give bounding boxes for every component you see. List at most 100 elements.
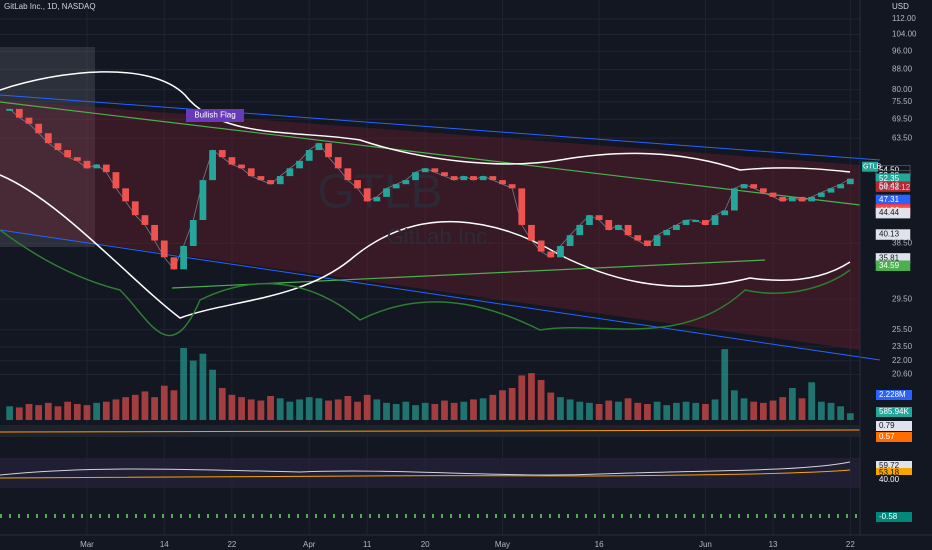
candle bbox=[721, 210, 729, 216]
candle bbox=[112, 172, 120, 189]
volume-bar bbox=[827, 402, 835, 420]
candle bbox=[615, 224, 622, 231]
candle bbox=[354, 180, 361, 189]
volume-bar bbox=[344, 396, 352, 420]
x-tick-label: Mar bbox=[80, 540, 94, 549]
candle bbox=[296, 160, 303, 169]
volume-bar bbox=[209, 369, 216, 420]
candle bbox=[383, 188, 390, 197]
volume-bar bbox=[702, 404, 709, 420]
indicator-tag-label: -0.58 bbox=[879, 512, 898, 521]
price-tag bbox=[875, 207, 911, 219]
volume-bar bbox=[441, 400, 448, 420]
volume-bar bbox=[605, 400, 613, 420]
volume-bar bbox=[615, 401, 622, 420]
indicator-tag bbox=[876, 407, 912, 417]
candle bbox=[73, 157, 81, 161]
y-tick-label: 25.50 bbox=[892, 325, 913, 334]
candle bbox=[44, 133, 52, 144]
volume-bar bbox=[663, 405, 671, 420]
candle bbox=[479, 176, 487, 181]
candle bbox=[170, 257, 178, 270]
channel-top bbox=[0, 94, 881, 161]
indicator-tag bbox=[876, 461, 912, 471]
volume-bar bbox=[711, 399, 719, 420]
volume-bar bbox=[634, 402, 642, 420]
candle bbox=[518, 188, 526, 225]
volume-bar bbox=[392, 404, 400, 420]
volume-bar bbox=[431, 404, 439, 420]
volume-bar bbox=[673, 402, 680, 420]
watermark-ticker: GTLB bbox=[317, 166, 442, 219]
candle bbox=[692, 220, 700, 223]
volume-bar bbox=[131, 394, 139, 420]
watermark-name: GitLab Inc. bbox=[387, 224, 493, 249]
ticker-tag bbox=[862, 161, 878, 172]
candle bbox=[325, 143, 332, 158]
volume-bar bbox=[267, 396, 274, 420]
candle bbox=[489, 176, 497, 181]
y-tick-label: 38.50 bbox=[892, 238, 913, 247]
volume-bar bbox=[412, 405, 419, 420]
candle bbox=[576, 224, 584, 236]
indicator-tag-label: 0.57 bbox=[879, 432, 895, 441]
candle bbox=[605, 220, 613, 231]
volume-bar bbox=[180, 348, 187, 420]
y-tick-label: 63.50 bbox=[892, 133, 913, 142]
currency: USD bbox=[892, 2, 909, 11]
volume-bar bbox=[779, 397, 787, 420]
price-tag-label: 52.35 bbox=[879, 174, 900, 183]
volume-bar bbox=[450, 402, 458, 420]
x-tick-label: 20 bbox=[421, 540, 430, 549]
volume-bar bbox=[25, 404, 33, 420]
y-tick-label: 96.00 bbox=[892, 46, 913, 55]
volume-bar bbox=[228, 394, 236, 420]
candle bbox=[769, 192, 777, 197]
annotation-box bbox=[186, 109, 244, 122]
volume-bar bbox=[508, 388, 516, 420]
volume-bar bbox=[334, 399, 342, 420]
volume-bar bbox=[624, 398, 632, 420]
volume-bar bbox=[112, 399, 120, 420]
volume-bar bbox=[759, 402, 767, 420]
candle bbox=[180, 245, 187, 270]
volume-bar bbox=[189, 360, 197, 420]
indicator-tag-label: 2.228M bbox=[879, 390, 906, 399]
volume-bar bbox=[846, 413, 854, 420]
indicator-tag-label: 59.72 bbox=[879, 461, 900, 470]
candle bbox=[247, 168, 255, 177]
grid bbox=[0, 0, 860, 535]
candle bbox=[267, 180, 274, 185]
candle bbox=[653, 235, 661, 246]
indicator-tag bbox=[876, 421, 912, 431]
x-tick-label: May bbox=[495, 540, 510, 549]
candle bbox=[199, 180, 207, 221]
volume-bar bbox=[499, 390, 506, 420]
volume-bar bbox=[315, 398, 323, 420]
price-tag bbox=[875, 229, 911, 240]
volume-bar bbox=[586, 402, 593, 420]
candle bbox=[189, 220, 197, 246]
candle bbox=[798, 196, 806, 202]
candle bbox=[817, 192, 825, 197]
candle bbox=[644, 240, 651, 246]
candle bbox=[122, 188, 129, 202]
candle bbox=[750, 184, 758, 189]
x-tick-label: Apr bbox=[303, 540, 316, 549]
indicator-tag-label: 40.00 bbox=[879, 475, 900, 484]
volume-bar bbox=[644, 404, 651, 420]
annotation: Bullish Flag bbox=[194, 111, 235, 120]
x-tick-label: 14 bbox=[160, 540, 169, 549]
candle bbox=[557, 245, 564, 258]
candle bbox=[141, 215, 149, 225]
volume-bar bbox=[73, 404, 81, 420]
volume-bar bbox=[102, 401, 110, 420]
volume-bar bbox=[286, 401, 294, 420]
candle bbox=[731, 188, 738, 211]
candle bbox=[837, 184, 845, 189]
candle bbox=[315, 143, 323, 151]
candle bbox=[412, 172, 419, 181]
header-symbol: GitLab Inc., 1D, NASDAQ bbox=[4, 2, 96, 11]
volume-bar bbox=[653, 401, 661, 420]
oscillator-line bbox=[0, 229, 851, 337]
